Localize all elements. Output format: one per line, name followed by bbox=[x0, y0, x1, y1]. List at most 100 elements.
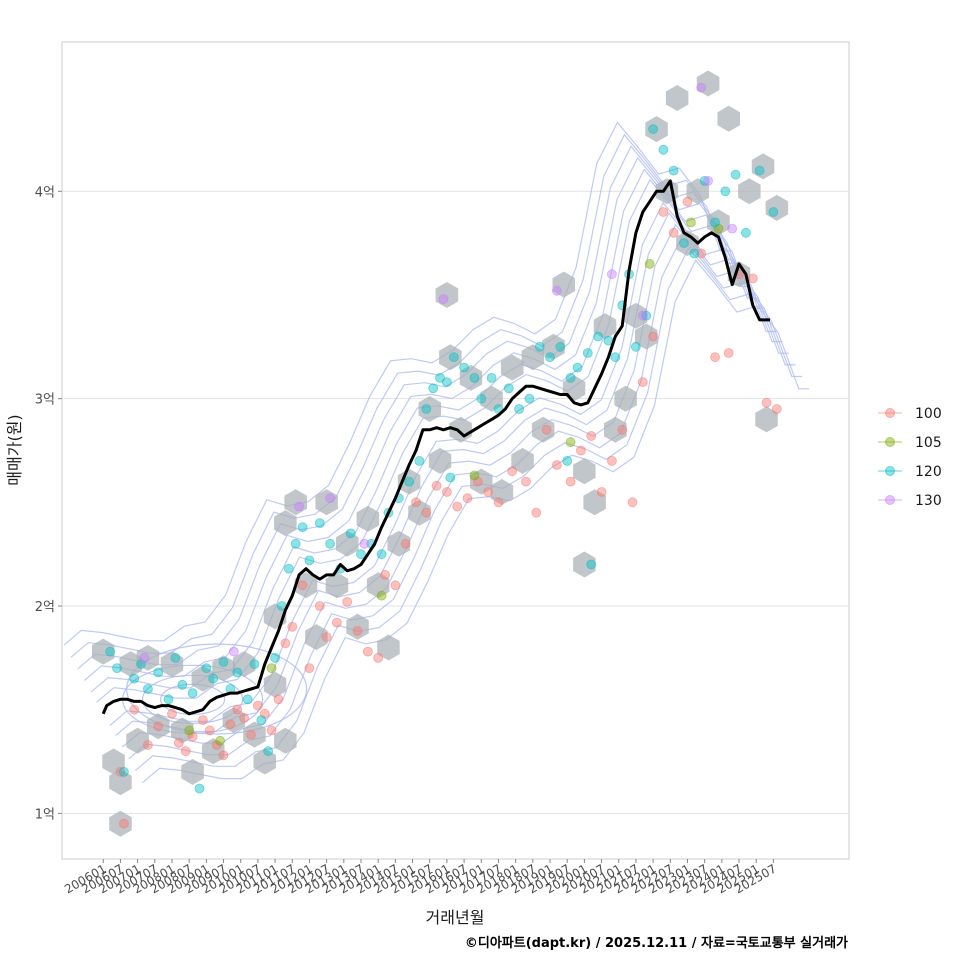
point-120 bbox=[658, 144, 669, 155]
gridlines bbox=[62, 190, 849, 814]
hexbin bbox=[136, 644, 160, 671]
hexbin bbox=[181, 758, 204, 785]
y-tick-label: 2억 bbox=[35, 600, 55, 615]
point-120 bbox=[256, 715, 267, 725]
point-120 bbox=[720, 186, 731, 197]
hexbin bbox=[470, 468, 493, 495]
point-120 bbox=[730, 169, 741, 180]
hexbin bbox=[439, 344, 462, 371]
point-120 bbox=[376, 549, 387, 560]
x-axis: 2006012006072007012007072008012008072009… bbox=[62, 859, 779, 897]
point-100 bbox=[331, 617, 342, 628]
point-105 bbox=[713, 223, 724, 234]
point-100 bbox=[167, 708, 177, 719]
point-120 bbox=[699, 175, 710, 186]
point-120 bbox=[119, 767, 129, 777]
point-100 bbox=[696, 248, 707, 259]
point-120 bbox=[441, 377, 452, 388]
point-120 bbox=[514, 404, 524, 414]
point-100 bbox=[380, 570, 390, 580]
point-100 bbox=[153, 721, 164, 732]
contour-line bbox=[83, 156, 751, 681]
hexbin bbox=[102, 748, 125, 775]
legend-label: 105 bbox=[915, 435, 942, 451]
point-120 bbox=[710, 217, 720, 228]
hexbin bbox=[521, 344, 545, 371]
point-130 bbox=[727, 223, 738, 234]
hexbin bbox=[147, 713, 170, 740]
point-100 bbox=[710, 352, 720, 363]
point-120 bbox=[218, 657, 229, 667]
contour-line bbox=[70, 133, 738, 658]
hexbin bbox=[202, 738, 225, 765]
point-100 bbox=[627, 497, 638, 508]
point-120 bbox=[194, 783, 205, 794]
point-120 bbox=[631, 341, 641, 352]
hexbin bbox=[696, 70, 720, 97]
y-tick-label: 1억 bbox=[35, 807, 55, 822]
point-100 bbox=[452, 501, 463, 512]
point-120 bbox=[404, 476, 415, 487]
point-100 bbox=[771, 404, 782, 414]
point-130 bbox=[607, 269, 617, 280]
point-100 bbox=[400, 538, 411, 549]
hexbin bbox=[387, 530, 411, 557]
hexbin bbox=[263, 671, 287, 698]
hexbin bbox=[160, 651, 184, 678]
point-100 bbox=[266, 725, 277, 736]
point-100 bbox=[273, 694, 284, 705]
hexbin bbox=[604, 416, 627, 443]
point-100 bbox=[552, 460, 562, 470]
point-100 bbox=[239, 713, 250, 723]
point-100 bbox=[304, 663, 315, 674]
point-105 bbox=[215, 735, 226, 746]
point-105 bbox=[565, 437, 576, 448]
contour-line bbox=[109, 201, 777, 726]
point-105 bbox=[184, 725, 195, 736]
hexbin bbox=[126, 727, 149, 754]
hexbin bbox=[212, 655, 235, 682]
point-120 bbox=[105, 646, 115, 657]
contour-line bbox=[77, 145, 745, 670]
point-120 bbox=[582, 348, 593, 358]
point-120 bbox=[208, 673, 219, 684]
point-130 bbox=[637, 310, 648, 321]
point-100 bbox=[373, 653, 384, 663]
density-hexbins bbox=[92, 70, 789, 837]
point-120 bbox=[428, 383, 439, 394]
point-120 bbox=[314, 518, 325, 528]
point-100 bbox=[204, 725, 215, 736]
point-120 bbox=[648, 124, 658, 135]
hexbin bbox=[232, 651, 256, 678]
point-120 bbox=[448, 352, 459, 363]
point-100 bbox=[682, 196, 693, 207]
hexbin bbox=[435, 282, 459, 308]
point-100 bbox=[531, 507, 542, 518]
hexbin bbox=[284, 489, 307, 516]
point-100 bbox=[617, 424, 628, 435]
legend: 100 105 120 130 bbox=[878, 406, 942, 509]
point-100 bbox=[637, 377, 648, 388]
median-trend-line bbox=[101, 179, 770, 716]
point-120 bbox=[290, 538, 301, 549]
point-100 bbox=[115, 767, 126, 777]
point-120 bbox=[768, 207, 779, 217]
point-130 bbox=[228, 646, 239, 657]
hexbin bbox=[480, 385, 503, 412]
contour-line bbox=[142, 259, 810, 784]
point-130 bbox=[139, 653, 150, 663]
y-tick-label: 4억 bbox=[35, 185, 55, 200]
point-100 bbox=[280, 638, 291, 649]
point-100 bbox=[507, 466, 518, 477]
point-100 bbox=[462, 493, 473, 504]
point-120 bbox=[187, 688, 198, 698]
point-100 bbox=[761, 397, 772, 408]
point-100 bbox=[411, 497, 421, 508]
hexbin bbox=[119, 651, 142, 678]
point-130 bbox=[438, 294, 449, 305]
hexbin bbox=[665, 85, 689, 111]
point-120 bbox=[610, 352, 621, 363]
point-120 bbox=[545, 352, 555, 363]
hexbin bbox=[755, 406, 778, 433]
hexbin bbox=[325, 572, 349, 599]
